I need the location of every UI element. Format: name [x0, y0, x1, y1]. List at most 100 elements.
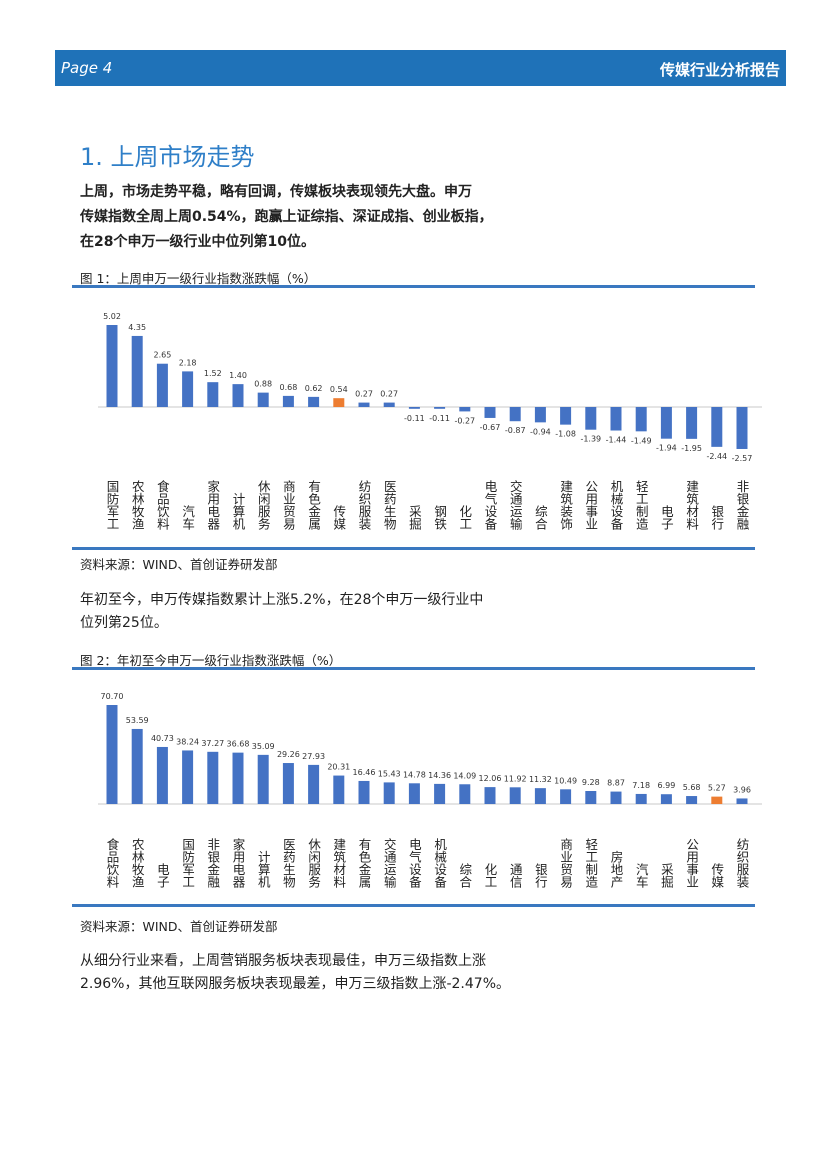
category-label: 轻工制造	[634, 480, 649, 530]
category-label: 计算机	[256, 851, 271, 889]
category-label: 机械设备	[432, 838, 447, 889]
rule	[72, 285, 755, 288]
value-label: 0.88	[254, 380, 272, 389]
bar	[383, 782, 395, 804]
value-label: 0.62	[305, 384, 323, 393]
text-line: 位列第25位。	[80, 615, 168, 631]
category-label: 医药生物	[281, 838, 296, 889]
bar	[610, 407, 622, 431]
bar	[484, 787, 496, 804]
bar	[257, 392, 269, 407]
bar	[207, 382, 219, 407]
value-label: 0.68	[279, 383, 297, 392]
value-label: 12.06	[479, 774, 502, 783]
bar	[156, 746, 168, 804]
value-label: -0.11	[404, 414, 425, 423]
bar	[736, 407, 748, 449]
lead-paragraph: 上周，市场走势平稳，略有回调，传媒板块表现领先大盘。申万 传媒指数全周上周0.54…	[80, 180, 493, 255]
category-label: 休闲服务	[306, 838, 321, 888]
bar	[686, 407, 698, 439]
bar	[106, 705, 118, 804]
bar	[459, 784, 471, 804]
category-label: 机械设备	[609, 480, 624, 531]
value-label: 20.31	[327, 763, 350, 772]
category-label: 建筑材料	[331, 838, 346, 888]
value-label: 29.26	[277, 750, 300, 759]
value-label: 16.46	[353, 768, 376, 777]
value-label: 8.87	[607, 779, 625, 788]
category-label: 电子	[155, 863, 170, 888]
paragraph: 从细分行业来看，上周营销服务板块表现最佳，申万三级指数上涨 2.96%，其他互联网…	[80, 950, 510, 996]
bar	[358, 780, 370, 804]
category-label: 农林牧渔	[130, 480, 145, 530]
category-label: 传媒	[709, 862, 724, 888]
rule	[72, 667, 755, 670]
bar	[131, 728, 143, 804]
category-label: 交通运输	[382, 837, 397, 889]
value-label: -1.44	[606, 436, 627, 445]
bar	[711, 407, 723, 447]
bar	[232, 752, 244, 804]
bar	[484, 407, 496, 418]
value-label: 14.78	[403, 770, 426, 779]
bar	[106, 325, 118, 407]
value-label: -2.57	[732, 454, 753, 463]
bar	[534, 407, 546, 423]
category-label: 综合	[533, 505, 548, 530]
value-label: 11.92	[504, 774, 527, 783]
bar	[333, 775, 345, 804]
category-label: 国防军工	[180, 838, 195, 888]
rule	[72, 904, 755, 907]
figure-caption: 图 1：上周申万一级行业指数涨跌幅（%）	[80, 271, 317, 286]
value-label: 11.32	[529, 775, 552, 784]
category-label: 休闲服务	[256, 480, 271, 530]
category-label: 建筑装饰	[558, 480, 573, 530]
bar	[182, 750, 194, 804]
bar	[408, 783, 420, 804]
value-label: 5.68	[683, 783, 701, 792]
value-label: 36.68	[227, 740, 250, 749]
figure-caption: 图 2：年初至今申万一级行业指数涨跌幅（%）	[80, 653, 342, 668]
value-label: 37.27	[201, 739, 224, 748]
category-label: 公用事业	[583, 480, 598, 530]
category-label: 有色金属	[357, 838, 372, 889]
value-label: 40.73	[151, 734, 174, 743]
category-label: 汽车	[180, 504, 195, 531]
value-label: 53.59	[126, 716, 149, 725]
category-label: 公用事业	[684, 838, 699, 888]
bar	[308, 396, 320, 407]
value-label: 3.96	[733, 785, 751, 794]
bar	[736, 798, 748, 804]
bar	[434, 783, 446, 804]
value-label: -2.44	[706, 452, 727, 461]
value-label: 1.52	[204, 369, 222, 378]
value-label: 4.35	[128, 323, 146, 332]
value-label: -0.67	[480, 423, 501, 432]
value-label: 14.36	[428, 771, 451, 780]
bar	[509, 407, 521, 422]
value-label: 6.99	[657, 781, 675, 790]
bar	[660, 794, 672, 804]
text-line: 上周，市场走势平稳，略有回调，传媒板块表现领先大盘。申万	[80, 184, 472, 200]
bar	[660, 407, 672, 439]
bar	[459, 407, 471, 412]
bar	[232, 384, 244, 407]
category-label: 电子	[659, 505, 674, 530]
bar	[585, 407, 597, 430]
bar	[635, 793, 647, 804]
category-label: 采掘	[407, 505, 422, 531]
category-label: 食品饮料	[155, 479, 170, 530]
bar	[686, 796, 698, 804]
header-bar: Page 4 传媒行业分析报告	[55, 50, 786, 86]
category-label: 纺织服装	[357, 480, 372, 531]
bar	[560, 407, 572, 425]
bar	[383, 402, 395, 407]
value-label: 5.27	[708, 784, 726, 793]
bar	[711, 796, 723, 804]
category-label: 家用电器	[205, 479, 220, 531]
value-label: 7.18	[632, 781, 650, 790]
chart: 5.02 国防军工 4.35 农林牧渔 2.65 食品饮料 2.18 汽车 1.52 家用电器 1.…	[98, 312, 762, 531]
bar	[610, 791, 622, 804]
value-label: -0.27	[454, 416, 475, 425]
